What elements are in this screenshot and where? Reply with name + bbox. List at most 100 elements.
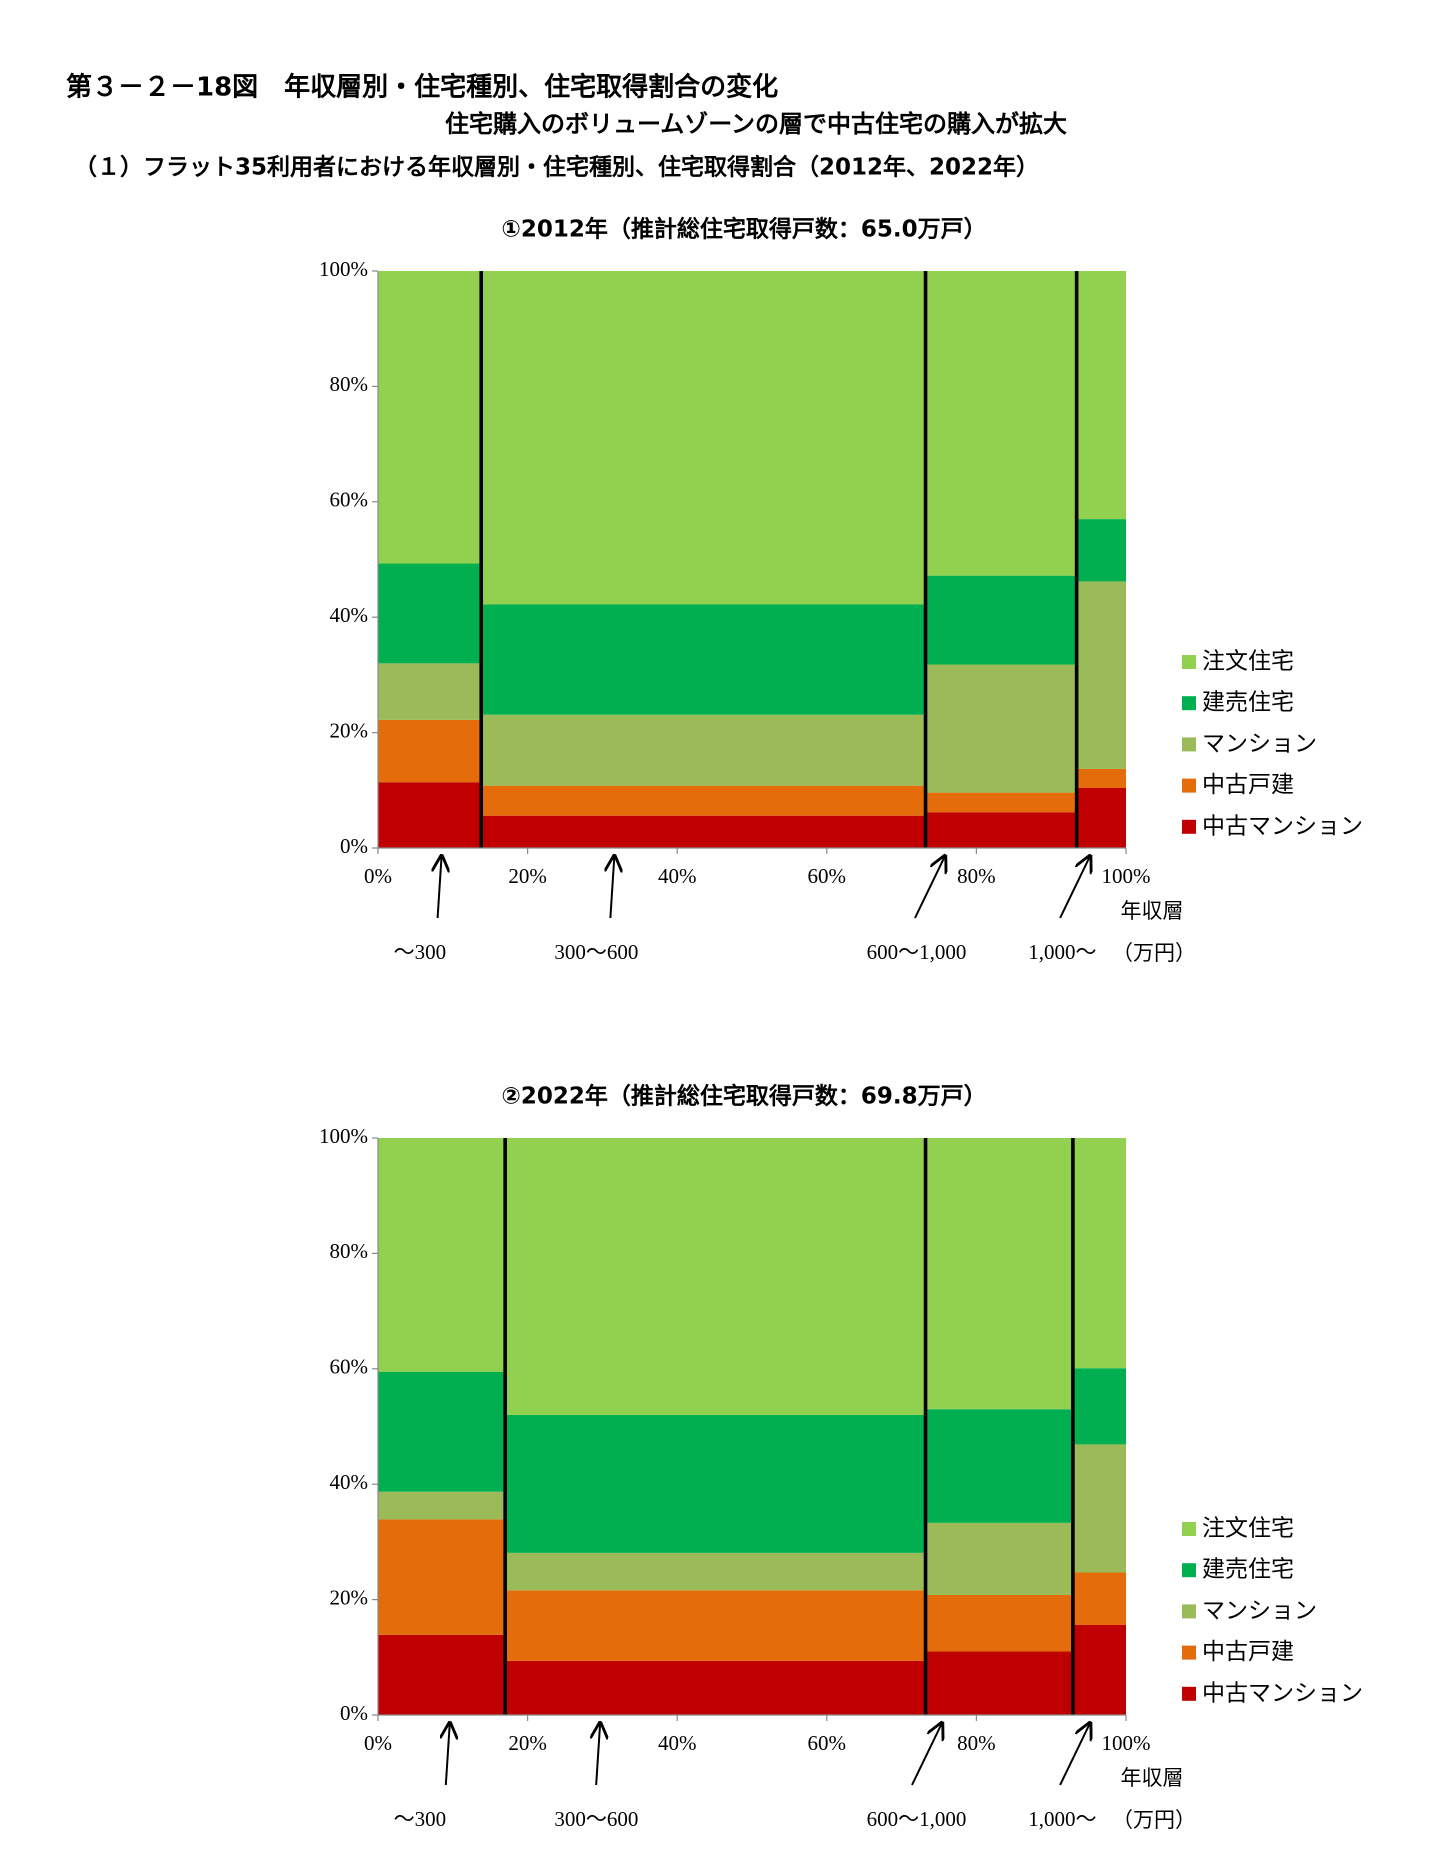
- mosaic-cell: [1072, 1444, 1126, 1573]
- category-arrow: [596, 1723, 600, 1786]
- mosaic-cell: [925, 1651, 1073, 1715]
- x-tick-label: 20%: [508, 1731, 547, 1755]
- x-tick-label: 80%: [957, 864, 996, 888]
- mosaic-cell: [481, 714, 926, 786]
- y-tick-label: 80%: [330, 372, 369, 396]
- mosaic-cell: [505, 1660, 926, 1715]
- legend-label: 中古マンション: [1202, 813, 1363, 839]
- mosaic-cell: [925, 812, 1077, 848]
- section-title: （１）フラット35利用者における年収層別・住宅種別、住宅取得割合（2012年、2…: [74, 154, 1039, 181]
- legend-swatch: [1182, 737, 1196, 752]
- x-tick-label: 20%: [508, 864, 547, 888]
- y-tick-label: 80%: [330, 1239, 369, 1263]
- y-tick-label: 60%: [330, 488, 369, 512]
- x-axis-title: 年収層: [1121, 899, 1184, 923]
- y-tick-label: 20%: [330, 718, 369, 742]
- mosaic-cell: [925, 1409, 1073, 1523]
- x-tick-label: 80%: [957, 1731, 996, 1755]
- x-tick-label: 0%: [364, 864, 392, 888]
- x-tick-label: 60%: [808, 864, 847, 888]
- mosaic-cell: [481, 604, 926, 715]
- mosaic-cell: [505, 1138, 926, 1415]
- page-subtitle: 住宅購入のボリュームゾーンの層で中古住宅の購入が拡大: [445, 110, 1067, 138]
- mosaic-cell: [378, 563, 482, 664]
- mosaic-cell: [378, 271, 482, 564]
- x-tick-label: 60%: [808, 1731, 847, 1755]
- x-tick-label: 100%: [1102, 1731, 1151, 1755]
- y-tick-label: 0%: [340, 1701, 368, 1725]
- y-tick-label: 20%: [330, 1585, 369, 1609]
- category-label: ～300: [394, 1807, 447, 1831]
- category-label: 300～600: [554, 1807, 638, 1831]
- category-label: 600～1,000: [867, 940, 967, 964]
- mosaic-cell: [378, 1371, 506, 1492]
- category-arrow: [446, 1723, 450, 1786]
- category-arrow: [1059, 856, 1090, 919]
- legend-swatch: [1182, 655, 1196, 669]
- legend-swatch: [1182, 1522, 1196, 1536]
- y-tick-label: 40%: [330, 603, 369, 627]
- mosaic-cell: [1072, 1624, 1126, 1715]
- chart-title: ①2012年（推計総住宅取得戸数：65.0万戸）: [501, 216, 986, 243]
- legend-label: 建売住宅: [1202, 1557, 1294, 1583]
- mosaic-cell: [1076, 787, 1126, 848]
- mosaic-cell: [925, 271, 1077, 576]
- category-label: 600～1,000: [867, 1807, 967, 1831]
- x-tick-label: 0%: [364, 1731, 392, 1755]
- category-arrow: [911, 1723, 942, 1786]
- mosaic-cell: [481, 271, 926, 605]
- x-tick-label: 100%: [1102, 864, 1151, 888]
- legend-label: 中古戸建: [1202, 1639, 1294, 1665]
- mosaic-cell: [505, 1552, 926, 1591]
- legend-swatch: [1182, 1563, 1196, 1578]
- mosaic-cell: [378, 719, 482, 783]
- mosaic-cell: [925, 1594, 1073, 1652]
- mosaic-cell: [505, 1414, 926, 1553]
- mosaic-cell: [378, 1634, 506, 1715]
- mosaic-cell: [1072, 1138, 1126, 1369]
- category-label: 1,000～: [1028, 940, 1096, 964]
- legend-swatch: [1182, 1686, 1196, 1701]
- category-label: ～300: [394, 940, 447, 964]
- mosaic-cell: [378, 1519, 506, 1635]
- mosaic-cell: [481, 785, 926, 816]
- mosaic-cell: [378, 663, 482, 720]
- y-tick-label: 100%: [319, 1124, 368, 1148]
- category-arrow: [914, 856, 945, 919]
- mosaic-cell: [925, 664, 1077, 793]
- legend-label: 注文住宅: [1202, 1516, 1294, 1542]
- category-label: 300～600: [554, 940, 638, 964]
- mosaic-cell: [481, 815, 926, 848]
- legend-label: マンション: [1202, 1598, 1317, 1624]
- category-arrow: [610, 856, 614, 919]
- legend-swatch: [1182, 778, 1196, 793]
- x-tick-label: 40%: [658, 864, 697, 888]
- legend-label: 建売住宅: [1202, 690, 1294, 716]
- legend-label: 注文住宅: [1202, 649, 1294, 675]
- mosaic-cell: [378, 1138, 506, 1372]
- mosaic-cell: [1076, 581, 1126, 769]
- mosaic-cell: [925, 575, 1077, 665]
- legend-swatch: [1182, 819, 1196, 834]
- mosaic-cell: [1072, 1368, 1126, 1445]
- x-tick-label: 40%: [658, 1731, 697, 1755]
- legend-label: 中古戸建: [1202, 772, 1294, 798]
- legend-label: 中古マンション: [1202, 1680, 1363, 1706]
- mosaic-cell: [1076, 271, 1126, 520]
- x-axis-title: 年収層: [1121, 1766, 1184, 1790]
- mosaic-cell: [505, 1590, 926, 1661]
- y-tick-label: 0%: [340, 834, 368, 858]
- mosaic-cell: [1076, 768, 1126, 788]
- legend-swatch: [1182, 1645, 1196, 1660]
- legend-swatch: [1182, 696, 1196, 711]
- page-title: 第３－２－18図 年収層別・住宅種別、住宅取得割合の変化: [66, 72, 778, 103]
- mosaic-cell: [378, 782, 482, 848]
- mosaic-cell: [925, 792, 1077, 813]
- y-tick-label: 40%: [330, 1470, 369, 1494]
- legend-swatch: [1182, 1604, 1196, 1619]
- mosaic-cell: [925, 1522, 1073, 1595]
- mosaic-cell: [378, 1491, 506, 1520]
- chart-title: ②2022年（推計総住宅取得戸数：69.8万戸）: [501, 1083, 986, 1110]
- legend-label: マンション: [1202, 731, 1317, 757]
